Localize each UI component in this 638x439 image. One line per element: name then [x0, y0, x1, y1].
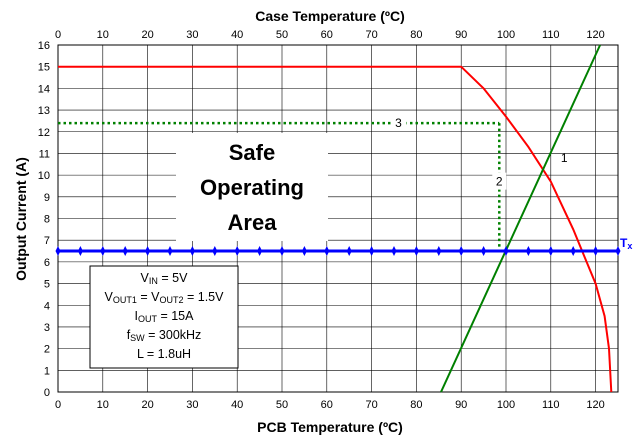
series-tx-marker [570, 246, 576, 257]
y-tick-label: 10 [38, 170, 50, 182]
top-tick-label: 80 [410, 29, 422, 41]
param-vout: VOUT1 = VOUT2 = 1.5V [105, 290, 225, 305]
label-1: 1 [561, 151, 568, 165]
label-2: 2 [496, 175, 503, 189]
y-tick-label: 11 [39, 148, 50, 160]
parameter-box: VIN = 5V VOUT1 = VOUT2 = 1.5V IOUT = 15A… [89, 265, 239, 369]
x-tick-label: 10 [97, 399, 109, 411]
series-tx-marker [525, 246, 531, 257]
top-tick-label: 0 [55, 29, 61, 41]
series-tx-marker [413, 246, 419, 257]
top-axis-ticks: 0 10 20 30 40 50 60 70 80 90 100 110 120 [55, 29, 605, 41]
series-tx-marker [593, 246, 599, 257]
series-tx-marker [100, 246, 106, 257]
series-tx-marker [145, 246, 151, 257]
y-tick-label: 5 [44, 279, 50, 291]
x-tick-label: 120 [586, 399, 604, 411]
series-tx-marker [346, 246, 352, 257]
y-tick-label: 14 [38, 83, 50, 95]
y-tick-label: 13 [38, 105, 50, 117]
series-tx-marker [324, 246, 330, 257]
y-tick-label: 9 [44, 192, 50, 204]
x-tick-label: 0 [55, 399, 61, 411]
x-tick-label: 90 [455, 399, 467, 411]
top-tick-label: 110 [542, 29, 560, 41]
top-tick-label: 10 [97, 29, 109, 41]
x-tick-label: 30 [186, 399, 198, 411]
series-tx-marker [615, 246, 621, 257]
series-tx-marker [369, 246, 375, 257]
tx-label: Tx [620, 236, 632, 251]
top-tick-label: 70 [365, 29, 377, 41]
series-tx-marker [77, 246, 83, 257]
y-tick-label: 3 [44, 322, 50, 334]
series-case_temp-line [440, 44, 602, 393]
top-tick-label: 50 [276, 29, 288, 41]
safe-area-bg [176, 133, 328, 241]
y-axis-title: Output Current (A) [13, 157, 29, 281]
annotations: 3 2 1 Tx [390, 115, 632, 251]
series-layer [55, 44, 621, 393]
x-axis-title: PCB Temperature (ºC) [257, 419, 403, 435]
parameter-box-frame [89, 265, 239, 369]
y-tick-label: 6 [44, 257, 50, 269]
x-tick-label: 100 [497, 399, 515, 411]
safe-operating-area-label: Safe Operating Area [176, 133, 328, 241]
x-tick-label: 80 [410, 399, 422, 411]
top-tick-label: 90 [455, 29, 467, 41]
y-tick-label: 8 [44, 214, 50, 226]
series-tx-marker [122, 246, 128, 257]
top-tick-label: 60 [321, 29, 333, 41]
y-tick-label: 15 [38, 62, 50, 74]
series-tx-marker [436, 246, 442, 257]
param-vin: VIN = 5V [141, 271, 189, 286]
y-tick-label: 12 [38, 127, 50, 139]
series-tx-marker [234, 246, 240, 257]
x-tick-label: 40 [231, 399, 243, 411]
safe-word-1: Safe [229, 140, 275, 165]
series-tx-marker [55, 246, 61, 257]
series-tx-marker [548, 246, 554, 257]
x-tick-label: 20 [141, 399, 153, 411]
series-tx-marker [391, 246, 397, 257]
series-tx-marker [301, 246, 307, 257]
y-tick-label: 2 [44, 344, 50, 356]
label-2-bg [492, 172, 507, 190]
top-axis-title: Case Temperature (ºC) [255, 8, 405, 24]
series-tx-marker [257, 246, 263, 257]
y-tick-label: 16 [38, 40, 50, 52]
y-tick-label: 4 [44, 300, 50, 312]
safe-word-2: Operating [200, 175, 304, 200]
label-3: 3 [395, 116, 402, 130]
safe-word-3: Area [228, 210, 278, 235]
x-tick-label: 60 [321, 399, 333, 411]
x-tick-label: 70 [365, 399, 377, 411]
x-tick-label: 50 [276, 399, 288, 411]
series-tx-marker [212, 246, 218, 257]
series-tx-marker [167, 246, 173, 257]
label-3-bg [390, 115, 407, 132]
y-tick-label: 1 [44, 365, 50, 377]
series-derating-line [58, 65, 613, 393]
param-inductance: L = 1.8uH [137, 347, 191, 361]
top-tick-label: 20 [141, 29, 153, 41]
series-tx-marker [279, 246, 285, 257]
x-tick-label: 110 [542, 399, 560, 411]
series-tx-marker [503, 246, 509, 257]
plot-frame [57, 44, 619, 393]
top-tick-label: 40 [231, 29, 243, 41]
param-iout: IOUT = 15A [135, 309, 195, 324]
top-tick-label: 100 [497, 29, 515, 41]
top-tick-label: 30 [186, 29, 198, 41]
series-tx-marker [189, 246, 195, 257]
param-fsw: fSW = 300kHz [127, 328, 202, 343]
top-tick-label: 120 [586, 29, 604, 41]
x-axis-ticks: 0 10 20 30 40 50 60 70 80 90 100 110 120 [55, 399, 605, 411]
series-tx-marker [458, 246, 464, 257]
y-tick-label: 0 [44, 387, 50, 399]
series-tx-marker [481, 246, 487, 257]
y-tick-label: 7 [44, 235, 50, 247]
